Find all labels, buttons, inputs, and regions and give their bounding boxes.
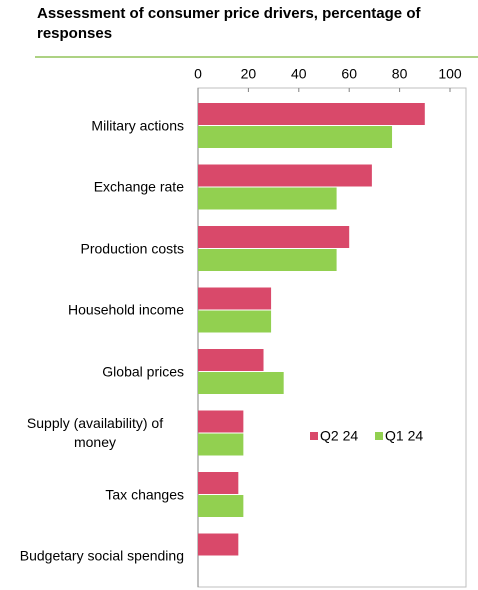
y-tick-label: Global prices bbox=[102, 363, 184, 380]
category-label-box: Global prices bbox=[102, 362, 184, 381]
bar bbox=[198, 226, 350, 248]
legend-swatch bbox=[310, 432, 318, 440]
x-tick-label: 80 bbox=[392, 66, 408, 82]
bar bbox=[198, 433, 244, 456]
x-tick-label: 0 bbox=[194, 66, 202, 82]
bar bbox=[198, 410, 244, 433]
bar bbox=[198, 472, 239, 494]
chart-title: Assessment of consumer price drivers, pe… bbox=[37, 5, 421, 42]
legend-label: Q2 24 bbox=[320, 428, 358, 444]
y-tick-label: Household income bbox=[68, 301, 184, 318]
y-tick-label: Budgetary social spending bbox=[19, 547, 184, 564]
category-label-box: Production costs bbox=[81, 239, 185, 258]
y-tick-label: Production costs bbox=[80, 240, 185, 257]
bar bbox=[198, 126, 393, 148]
x-tick-label: 60 bbox=[341, 66, 357, 82]
bar bbox=[198, 533, 239, 556]
x-tick-label: 20 bbox=[241, 66, 257, 82]
y-tick-label: Military actions bbox=[91, 117, 184, 134]
category-label-box: Household income bbox=[68, 301, 184, 320]
bar bbox=[198, 495, 244, 517]
bar bbox=[198, 287, 272, 310]
category-label-box: Military actions bbox=[91, 116, 184, 135]
bar bbox=[198, 103, 425, 125]
category-label-box: Supply (availability) of money bbox=[6, 414, 184, 452]
bar bbox=[198, 372, 284, 394]
y-tick-label: Supply (availability) of money bbox=[26, 415, 164, 451]
category-label-box: Exchange rate bbox=[94, 178, 184, 197]
y-tick-label: Tax changes bbox=[105, 486, 184, 503]
bar bbox=[198, 349, 264, 371]
bar bbox=[198, 187, 337, 210]
category-label-box: Budgetary social spending bbox=[20, 547, 184, 566]
bar bbox=[198, 310, 272, 333]
legend-swatch bbox=[375, 432, 383, 440]
x-tick-label: 100 bbox=[438, 66, 462, 82]
category-label-box: Tax changes bbox=[105, 485, 184, 504]
legend-label: Q1 24 bbox=[385, 428, 423, 444]
bar bbox=[198, 249, 337, 271]
y-tick-label: Exchange rate bbox=[93, 178, 184, 195]
bar bbox=[198, 164, 372, 187]
x-tick-label: 40 bbox=[291, 66, 307, 82]
